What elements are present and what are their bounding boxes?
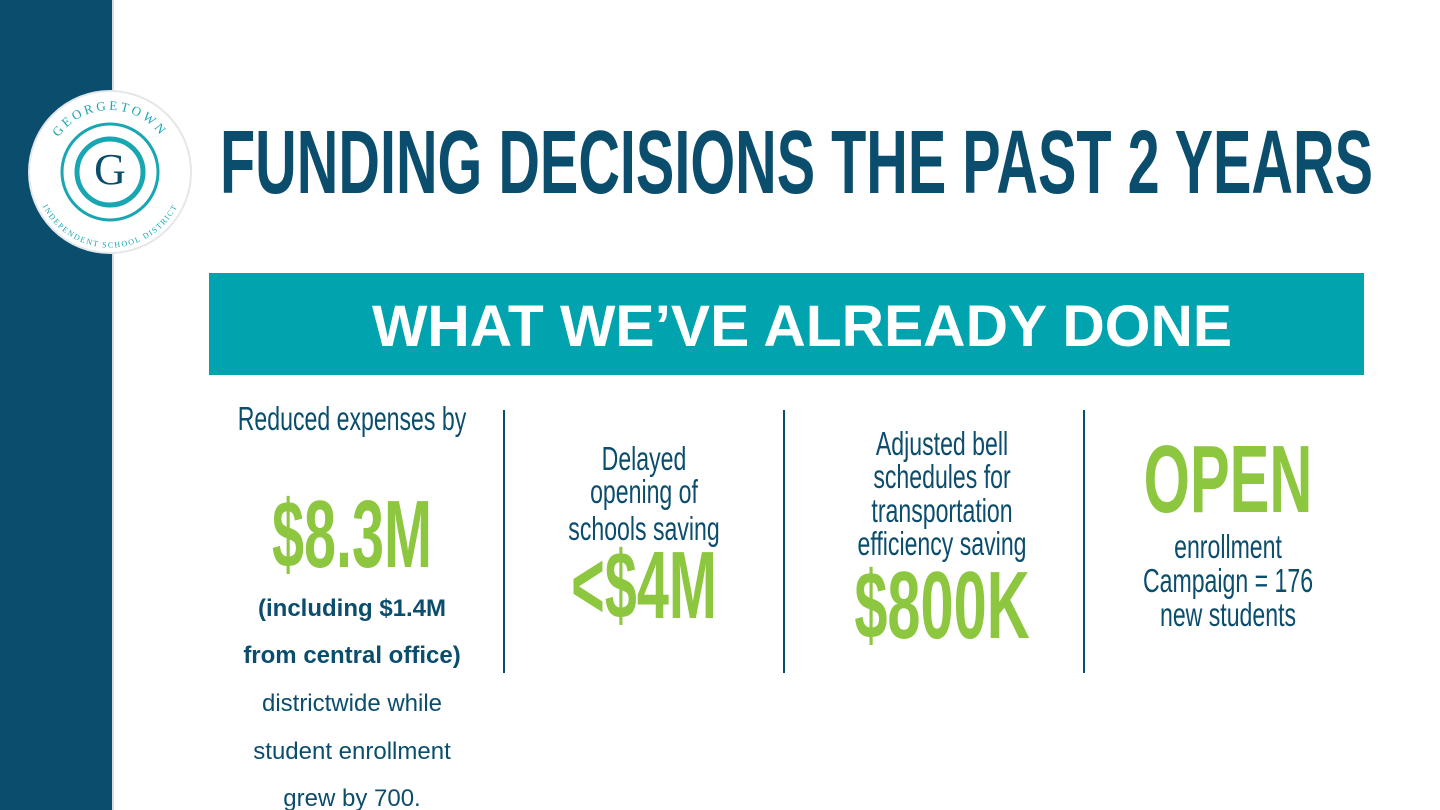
column-note: from central office): [243, 642, 460, 669]
column-intro: schedules for: [873, 459, 1010, 496]
column-note: (including $1.4M: [258, 595, 446, 622]
column-intro: Adjusted bell: [876, 426, 1008, 463]
logo-ring: [60, 122, 160, 222]
column-intro: efficiency saving: [858, 526, 1027, 563]
banner-bar: [209, 273, 1364, 375]
banner-text: WHAT WE’VE ALREADY DONE: [372, 294, 1232, 359]
column-detail: districtwide while: [262, 690, 442, 717]
logo-letter: G: [94, 145, 126, 194]
logo-inner-ring: [74, 136, 146, 208]
column-figure: $8.3M: [272, 480, 432, 588]
column-figure: OPEN: [1144, 425, 1313, 532]
slide-title: FUNDING DECISIONS THE PAST 2 YEARS: [220, 113, 1373, 213]
logo: G GEORGETOWN INDEPENDENT SCHOOL DISTRICT: [28, 90, 192, 254]
column-detail: new students: [1160, 597, 1296, 634]
column-intro: transportation: [871, 493, 1012, 530]
column-detail: Campaign = 176: [1143, 563, 1313, 600]
column-detail: enrollment: [1174, 529, 1282, 566]
column-intro: schools saving: [568, 511, 719, 548]
column-detail: grew by 700.: [283, 785, 420, 810]
column-figure: <$4M: [571, 531, 717, 639]
columns: Reduced expenses by $8.3M (including $1.4M…: [238, 401, 1313, 810]
column-intro: Reduced expenses by: [238, 401, 467, 438]
column-figure: $800K: [854, 551, 1029, 658]
column-intro: opening of: [590, 474, 698, 511]
side-bar-edge: [112, 0, 114, 810]
column-intro: Delayed: [602, 441, 687, 478]
column-detail: student enrollment: [253, 738, 451, 765]
